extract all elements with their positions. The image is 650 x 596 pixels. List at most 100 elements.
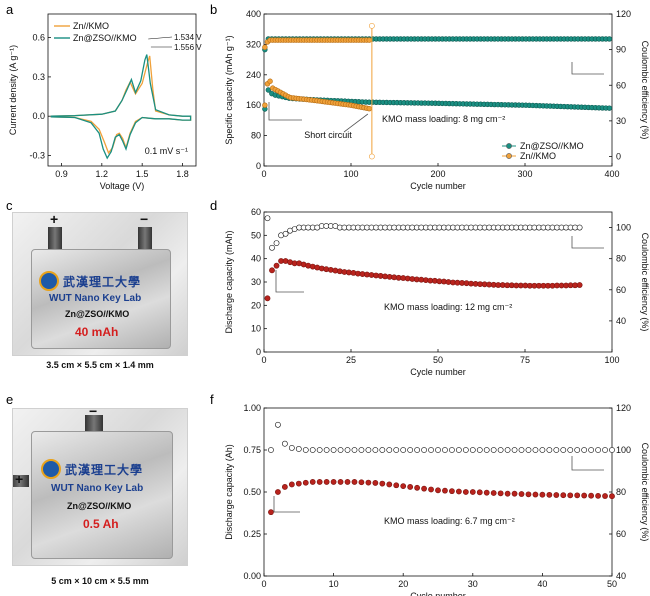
x-tick-label-b: 200 (430, 169, 445, 179)
ce-point (275, 421, 281, 428)
ce-point-Zn//KMO (366, 37, 372, 43)
panel-letter-d: d (210, 198, 218, 213)
x-tick-label-a: 1.2 (96, 169, 109, 179)
ce-point (609, 447, 615, 453)
ce-point (595, 447, 601, 453)
photo-c-dimensions: 3.5 cm × 5.5 cm × 1.4 mm (46, 360, 154, 370)
ce-point (504, 447, 511, 453)
mass-loading-label: KMO mass loading: 8 mg cm⁻² (382, 114, 505, 124)
ce-point (330, 447, 337, 453)
ce-point (337, 447, 344, 453)
x-axis-label-f: Cycle number (410, 591, 466, 596)
plot-frame-a (47, 13, 197, 167)
ce-point (581, 447, 588, 453)
panel-letter-f: f (210, 392, 214, 407)
y-tick-label-a: 0.0 (32, 111, 45, 121)
y-tick-label-d: 40 (251, 254, 261, 264)
y-tick-label-b: 80 (251, 131, 261, 141)
x-tick-label-d: 25 (346, 355, 356, 365)
pouch-cell-photo-0.5ah: − + 武漢理工大學 WUT Nano Key Lab Zn@ZSO//KMO … (12, 408, 188, 566)
y-axis-label-d: Discharge capacity (mAh) (224, 230, 234, 333)
ce-point (435, 447, 441, 453)
capacity-point (497, 490, 504, 497)
legend-label-Zn@ZSO//KMO: Zn@ZSO//KMO (73, 33, 137, 43)
capacity-point (316, 479, 323, 485)
panel-letter-e: e (6, 392, 14, 407)
x-tick-label-b: 300 (517, 169, 532, 179)
y2-tick-label-b: 120 (616, 9, 631, 19)
scan-rate-label: 0.1 mV s⁻¹ (145, 146, 188, 156)
peak-leader-1534 (148, 36, 173, 40)
capacity-point (518, 491, 525, 497)
capacity-point (386, 481, 393, 488)
ce-point (281, 440, 288, 447)
y-tick-label-b: 240 (246, 70, 261, 80)
mass-loading-label: KMO mass loading: 12 mg cm⁻² (384, 302, 512, 312)
capacity-point (609, 493, 615, 500)
capacity-point-Zn//KMO (267, 78, 273, 84)
y2-tick-label-f: 100 (616, 445, 631, 455)
ce-point (576, 224, 583, 231)
capacity-point-Zn//KMO (262, 102, 268, 108)
negative-tab (138, 227, 152, 251)
x-tick-label-f: 40 (537, 579, 547, 589)
panel-letter-c: c (6, 198, 13, 213)
y2-axis-label-f: Coulombic efficiency (%) (640, 443, 650, 542)
ce-point (449, 447, 455, 453)
lab-name: WUT Nano Key Lab (49, 293, 142, 304)
ce-point (511, 447, 518, 453)
capacity-point (358, 479, 365, 486)
left-axis-arrow (273, 496, 300, 513)
x-tick-label-a: 0.9 (55, 169, 68, 179)
x-tick-label-d: 50 (433, 355, 443, 365)
y-tick-label-f: 0.00 (243, 571, 261, 581)
y2-tick-label-d: 60 (616, 285, 626, 295)
x-tick-label-f: 20 (398, 579, 408, 589)
ce-point (393, 447, 400, 453)
y-tick-label-d: 30 (251, 277, 261, 287)
capacity-point-Zn@ZSO//KMO (606, 105, 613, 111)
ce-point (282, 230, 289, 237)
ce-point (302, 447, 309, 453)
capacity-point (455, 488, 462, 495)
capacity-point (588, 492, 595, 499)
ce-point (442, 447, 448, 453)
x-tick-label-d: 75 (520, 355, 530, 365)
y2-tick-label-b: 90 (616, 45, 626, 55)
capacity-point (553, 492, 560, 498)
panel-letter-a: a (6, 2, 14, 17)
positive-tab (13, 475, 29, 487)
x-axis-label-b: Cycle number (410, 181, 466, 191)
y2-axis-label-b: Coulombic efficiency (%) (640, 41, 650, 140)
ce-point (344, 447, 351, 453)
ce-point (539, 447, 546, 453)
ce-point (428, 447, 434, 453)
x-tick-label-f: 0 (261, 579, 266, 589)
capacity-point-Zn@ZSO//KMO (265, 87, 272, 93)
y-tick-label-d: 60 (251, 207, 261, 217)
capacity-point (351, 479, 358, 485)
capacity-point (295, 480, 302, 487)
minus-symbol: − (140, 212, 149, 227)
ce-point (483, 447, 490, 453)
capacity-point (268, 509, 274, 516)
y-axis-label-b: Specific capacity (mAh g⁻¹) (224, 35, 234, 144)
x-tick-label-d: 100 (604, 355, 619, 365)
y2-tick-label-b: 60 (616, 80, 626, 90)
ce-point (553, 447, 560, 453)
capacity-point (407, 484, 414, 490)
ce-point (264, 215, 271, 222)
capacity-point (344, 479, 351, 485)
ce-point (546, 447, 553, 453)
x-tick-label-d: 0 (261, 355, 266, 365)
y-tick-label-b: 160 (246, 100, 261, 110)
legend-label-Zn//KMO: Zn//KMO (73, 21, 109, 31)
photo-e-dimensions: 5 cm × 10 cm × 5.5 mm (51, 576, 149, 586)
legend-marker-Zn@ZSO//KMO (506, 143, 512, 149)
x-tick-label-b: 0 (261, 169, 266, 179)
plus-symbol: + (15, 471, 24, 487)
y-tick-label-b: 400 (246, 9, 261, 19)
left-axis-arrow (268, 102, 302, 121)
ce-point (316, 447, 323, 453)
